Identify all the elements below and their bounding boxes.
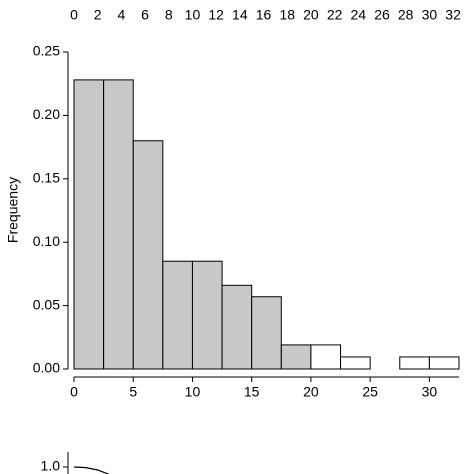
- y-tick-label: 0.10: [33, 233, 60, 249]
- top-tick-label: 0: [70, 7, 78, 23]
- top-tick-label: 16: [256, 7, 272, 23]
- x-tick-label: 25: [362, 384, 378, 400]
- top-tick-label: 24: [351, 7, 367, 23]
- bar: [251, 296, 282, 370]
- top-tick-label: 18: [279, 7, 295, 23]
- y-tick-label: 1.0: [41, 458, 61, 474]
- bar: [132, 140, 164, 370]
- y-tick-label: 0.05: [33, 296, 60, 312]
- bar: [221, 284, 253, 370]
- curve: [73, 466, 110, 474]
- bar: [428, 356, 460, 370]
- bar: [399, 356, 430, 370]
- top-tick-label: 2: [94, 7, 102, 23]
- y-tick-label: 0.25: [33, 43, 60, 59]
- top-tick-label: 6: [141, 7, 149, 23]
- bar: [103, 79, 134, 370]
- y-tick-label: 0.15: [33, 170, 60, 186]
- bar: [73, 79, 105, 370]
- top-tick-label: 4: [117, 7, 125, 23]
- top-tick-label: 14: [232, 7, 248, 23]
- bar: [191, 260, 223, 370]
- top-tick-label: 10: [185, 7, 201, 23]
- y-axis-title: Frequency: [5, 177, 21, 243]
- top-tick-label: 28: [398, 7, 414, 23]
- bar: [280, 344, 312, 370]
- top-tick-label: 30: [422, 7, 438, 23]
- x-tick-label: 0: [70, 384, 78, 400]
- bar: [310, 344, 342, 370]
- top-tick-label: 26: [374, 7, 390, 23]
- bar: [340, 356, 371, 370]
- bar: [162, 260, 193, 370]
- y-tick-label: 0.20: [33, 106, 60, 122]
- top-tick-label: 22: [327, 7, 343, 23]
- x-tick-label: 15: [244, 384, 260, 400]
- y-tick-label: 0.00: [33, 360, 60, 376]
- top-tick-label: 12: [208, 7, 224, 23]
- top-tick-label: 8: [165, 7, 173, 23]
- x-tick-label: 20: [303, 384, 319, 400]
- top-tick-label: 20: [303, 7, 319, 23]
- x-tick-label: 30: [422, 384, 438, 400]
- x-tick-label: 10: [185, 384, 201, 400]
- top-tick-label: 32: [445, 7, 461, 23]
- x-tick-label: 5: [129, 384, 137, 400]
